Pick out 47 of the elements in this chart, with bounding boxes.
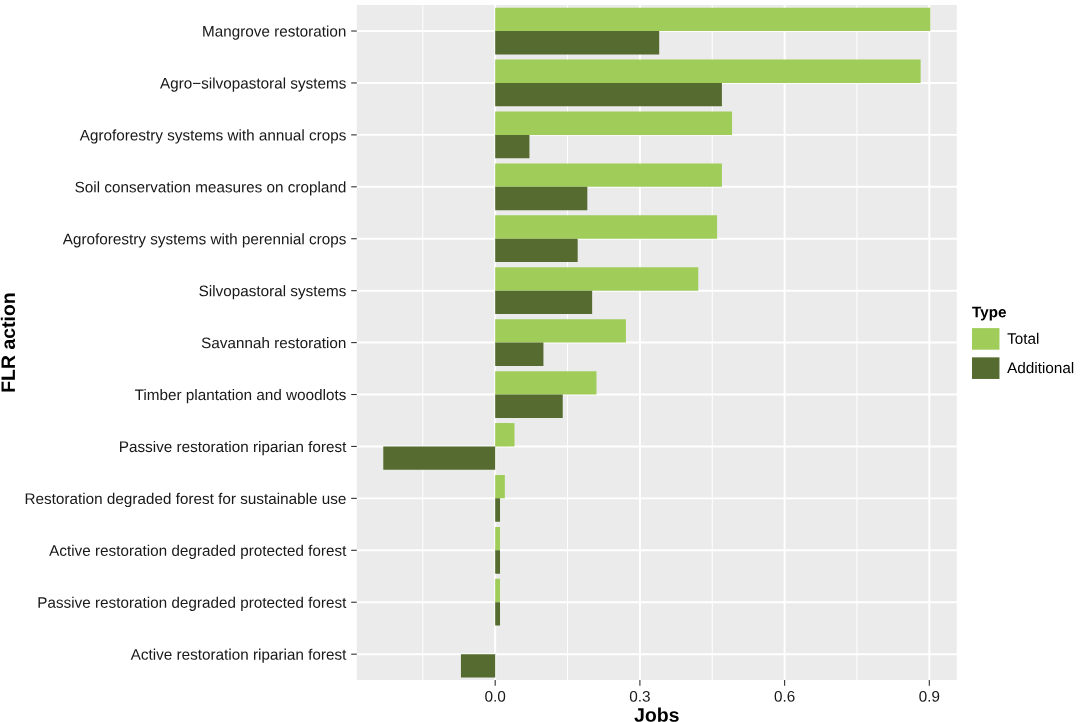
bar [495,267,699,291]
y-tick-label: Silvopastoral systems [199,285,346,300]
bar [495,342,544,366]
y-tick-label: Active restoration riparian forest [130,648,347,663]
legend-label: Additional [1007,362,1074,374]
bar [495,498,501,522]
y-tick-label: Restoration degraded forest for sustainable use [25,492,346,508]
y-tick-label: Active restoration degraded protected forest [49,544,347,560]
bar [495,59,921,83]
bar [460,654,496,678]
bar [495,238,578,263]
y-tick-label: Agro−silvopastoral systems [160,77,346,92]
bar [495,371,597,395]
bar [495,550,501,574]
y-tick-label: Timber plantation and woodlots [134,388,346,404]
bar [495,290,593,315]
bar [495,7,931,32]
bar [495,526,501,551]
x-tick-label: 0.9 [919,690,940,702]
bar [495,111,733,135]
bar [495,394,563,418]
y-tick-label: Soil conservation measures on cropland [75,181,346,196]
y-tick-label: Agroforestry systems with perennial crops [62,233,346,248]
y-axis-title: FLR action [0,293,16,392]
legend-title: Type [972,306,1006,321]
y-tick-label: Passive restoration riparian forest [120,440,347,456]
legend-label: Total [1007,332,1039,344]
bar [495,602,501,626]
bar [495,578,501,603]
bar [495,134,530,159]
y-tick-label: Agroforestry systems with annual crops [79,129,346,144]
bar [495,215,718,239]
bar [495,423,515,447]
bar [383,446,496,470]
y-tick-label: Mangrove restoration [203,25,346,40]
bar [495,319,626,343]
bar [495,186,588,211]
bar [495,82,722,107]
y-tick-label: Passive restoration degraded protected forest [38,596,347,611]
bar [495,31,660,55]
x-tick-label: 0.3 [629,690,650,702]
x-tick-label: 0.6 [774,690,795,702]
x-tick-label: 0.0 [485,690,506,702]
bar [495,475,505,499]
y-tick-label: Savannah restoration [201,337,346,349]
bar [495,163,722,187]
x-axis-title: Jobs [634,707,679,722]
